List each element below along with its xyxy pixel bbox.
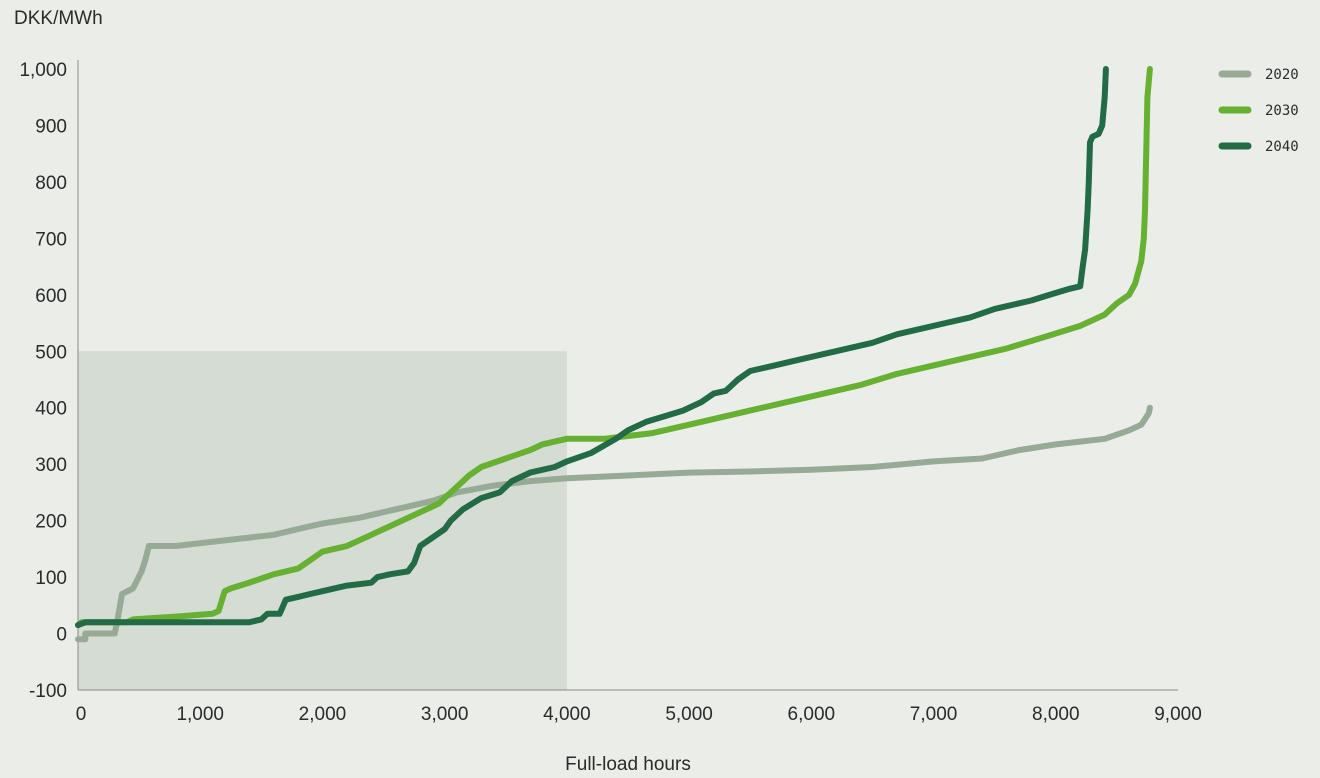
y-tick-label: 500	[35, 342, 67, 363]
y-tick-label: -100	[29, 681, 67, 702]
legend: 2020 2030 2040	[1218, 67, 1299, 155]
x-tick-label: 3,000	[421, 704, 469, 725]
x-tick-label: 4,000	[543, 704, 591, 725]
x-tick-label: 0	[76, 704, 87, 725]
y-tick-label: 800	[35, 173, 67, 194]
y-tick-label: 400	[35, 399, 67, 420]
y-tick-label: 600	[35, 286, 67, 307]
y-tick-labels: -100 0 100 200 300 400 500 600 700 800 900 1,000	[19, 60, 67, 702]
legend-label-2020: 2020	[1265, 67, 1299, 83]
y-tick-label: 200	[35, 512, 67, 533]
x-tick-label: 5,000	[665, 704, 713, 725]
x-tick-label: 2,000	[299, 704, 347, 725]
y-tick-label: 700	[35, 229, 67, 250]
y-axis-title: DKK/MWh	[14, 8, 103, 29]
series-lines	[75, 66, 1153, 643]
series-line-2040	[75, 66, 1109, 629]
y-tick-label: 0	[56, 625, 67, 646]
series-line-2020	[75, 404, 1153, 643]
x-tick-label: 8,000	[1032, 704, 1080, 725]
x-tick-labels: 0 1,000 2,000 3,000 4,000 5,000 6,000 7,000 8,00…	[76, 704, 1202, 725]
x-tick-label: 6,000	[788, 704, 836, 725]
y-tick-label: 900	[35, 116, 67, 137]
y-tick-label: 300	[35, 455, 67, 476]
legend-label-2040: 2040	[1265, 139, 1299, 155]
legend-label-2030: 2030	[1265, 103, 1299, 119]
x-tick-label: 9,000	[1154, 704, 1202, 725]
series-line-2030	[75, 66, 1153, 629]
y-tick-label: 100	[35, 568, 67, 589]
x-axis-title: Full-load hours	[565, 754, 691, 775]
x-tick-label: 7,000	[910, 704, 958, 725]
x-tick-label: 1,000	[176, 704, 224, 725]
y-tick-label: 1,000	[19, 60, 67, 81]
axes	[77, 60, 1178, 691]
